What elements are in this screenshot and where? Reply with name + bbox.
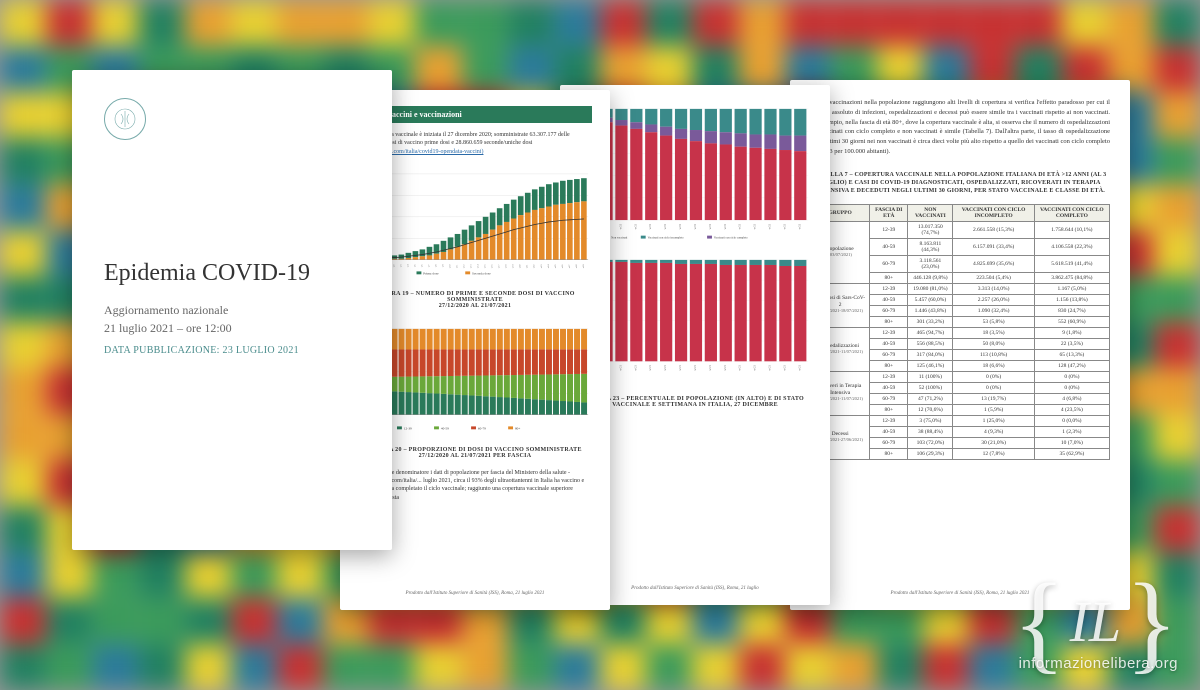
svg-text:w/21: w/21 bbox=[634, 364, 637, 370]
svg-text:w/21: w/21 bbox=[798, 223, 801, 229]
svg-text:w/21: w/21 bbox=[709, 364, 712, 370]
svg-text:40-59: 40-59 bbox=[441, 427, 449, 431]
svg-text:w7: w7 bbox=[428, 265, 430, 268]
svg-text:w/21: w/21 bbox=[679, 364, 682, 370]
svg-text:Prima dose: Prima dose bbox=[423, 271, 439, 275]
chart-figura-19: w0w1w2w3w4w5w6w7w8w9w10w11w12w13w14w15w1… bbox=[358, 170, 592, 277]
svg-text:w/21: w/21 bbox=[783, 364, 786, 370]
svg-text:w2: w2 bbox=[393, 265, 395, 268]
cover-subtitle: Aggiornamento nazionale 21 luglio 2021 –… bbox=[104, 301, 360, 337]
fig19-caption: FIGURA 19 – NUMERO DI PRIME E SECONDE DO… bbox=[358, 291, 592, 309]
svg-text:w/21: w/21 bbox=[664, 364, 667, 370]
svg-text:Non vaccinati: Non vaccinati bbox=[611, 236, 627, 240]
svg-text:w20: w20 bbox=[520, 265, 522, 269]
svg-text:w29: w29 bbox=[583, 265, 585, 269]
svg-text:Seconda dose: Seconda dose bbox=[472, 271, 491, 275]
fig23-caption: FIGURA 23 – PERCENTUALE DI POPOLAZIONE (… bbox=[578, 396, 812, 408]
cover-publication-date: DATA PUBBLICAZIONE: 23 LUGLIO 2021 bbox=[104, 345, 360, 356]
svg-text:w/21: w/21 bbox=[634, 223, 637, 229]
svg-text:w/21: w/21 bbox=[768, 223, 771, 229]
svg-text:Vaccinati con ciclo incompleto: Vaccinati con ciclo incompleto bbox=[648, 236, 684, 240]
chart-figura-20: 12-3940-5960-7980+Proporzione di dosi so… bbox=[358, 325, 592, 432]
watermark-logo: {IL} bbox=[1013, 584, 1178, 661]
svg-text:w/21: w/21 bbox=[709, 223, 712, 229]
svg-text:w3: w3 bbox=[400, 265, 402, 268]
svg-text:w11: w11 bbox=[457, 265, 459, 269]
svg-text:w27: w27 bbox=[569, 265, 571, 269]
svg-text:w/21: w/21 bbox=[783, 223, 786, 229]
svg-text:w/21: w/21 bbox=[694, 223, 697, 229]
svg-text:12-39: 12-39 bbox=[404, 427, 412, 431]
page2-footer: Prodotto dall'Istituto Superiore di Sani… bbox=[340, 591, 610, 596]
svg-text:w28: w28 bbox=[576, 265, 578, 269]
focus-header: Focus vaccini e vaccinazioni bbox=[358, 106, 592, 123]
iss-logo bbox=[104, 98, 146, 140]
svg-text:w12: w12 bbox=[464, 265, 466, 269]
svg-text:w6: w6 bbox=[421, 265, 423, 268]
svg-text:w16: w16 bbox=[492, 265, 494, 269]
svg-text:80+: 80+ bbox=[515, 427, 520, 431]
svg-text:w22: w22 bbox=[534, 265, 536, 269]
svg-text:w25: w25 bbox=[555, 265, 557, 269]
svg-text:w/21: w/21 bbox=[724, 364, 727, 370]
page2-bullet: • La campagna vaccinale è iniziata il 27… bbox=[358, 131, 592, 156]
svg-text:w21: w21 bbox=[527, 265, 529, 269]
table7-caption: TABELLA 7 – COPERTURA VACCINALE NELLA PO… bbox=[810, 171, 1110, 196]
svg-text:w17: w17 bbox=[499, 265, 501, 269]
svg-text:w10: w10 bbox=[450, 265, 452, 269]
svg-text:w/21: w/21 bbox=[754, 223, 757, 229]
chart-figura-23-bottom: 100%80%60%40%20%0%w/21w/21w/21w/21w/21w/… bbox=[578, 256, 812, 383]
cover-title: Epidemia COVID-19 bbox=[104, 260, 360, 287]
svg-text:w5: w5 bbox=[414, 265, 416, 268]
svg-text:Vaccinati con ciclo completo: Vaccinati con ciclo completo bbox=[714, 236, 748, 240]
svg-text:w/21: w/21 bbox=[694, 364, 697, 370]
svg-text:w15: w15 bbox=[485, 265, 487, 269]
svg-text:w/21: w/21 bbox=[679, 223, 682, 229]
svg-text:w/21: w/21 bbox=[664, 223, 667, 229]
page-table: • Se le vaccinazioni nella popolazione r… bbox=[790, 80, 1130, 610]
svg-text:w/21: w/21 bbox=[649, 223, 652, 229]
svg-text:w/21: w/21 bbox=[754, 364, 757, 370]
svg-text:w/21: w/21 bbox=[619, 223, 622, 229]
svg-text:w26: w26 bbox=[562, 265, 564, 269]
svg-text:w/21: w/21 bbox=[739, 223, 742, 229]
page4-text: • Se le vaccinazioni nella popolazione r… bbox=[810, 98, 1110, 157]
table-7: GRUPPOFASCIA DI ETÀNON VACCINATIVACCINAT… bbox=[810, 204, 1110, 460]
svg-text:w/21: w/21 bbox=[798, 364, 801, 370]
watermark-url: informazionelibera.org bbox=[1013, 655, 1178, 672]
svg-text:w/21: w/21 bbox=[649, 364, 652, 370]
svg-text:w13: w13 bbox=[471, 265, 473, 269]
svg-text:w/21: w/21 bbox=[724, 223, 727, 229]
svg-text:w8: w8 bbox=[435, 265, 437, 268]
fig20-caption: FIGURA 20 – PROPORZIONE DI DOSI DI VACCI… bbox=[358, 447, 592, 459]
page2-footer-text: • Usando come denominatore i dati di pop… bbox=[358, 469, 592, 503]
svg-text:w23: w23 bbox=[541, 265, 543, 269]
page-cover: Epidemia COVID-19 Aggiornamento nazional… bbox=[72, 70, 392, 550]
svg-text:w/21: w/21 bbox=[619, 364, 622, 370]
chart-figura-23-top: 100%80%60%40%20%0%w/21w/21w/21w/21w/21w/… bbox=[578, 105, 812, 242]
svg-text:w19: w19 bbox=[513, 265, 515, 269]
svg-text:w18: w18 bbox=[506, 265, 508, 269]
svg-text:w/21: w/21 bbox=[768, 364, 771, 370]
watermark: {IL} informazionelibera.org bbox=[1013, 584, 1178, 672]
svg-text:w/21: w/21 bbox=[739, 364, 742, 370]
svg-text:w9: w9 bbox=[442, 265, 444, 268]
svg-text:60-79: 60-79 bbox=[478, 427, 486, 431]
